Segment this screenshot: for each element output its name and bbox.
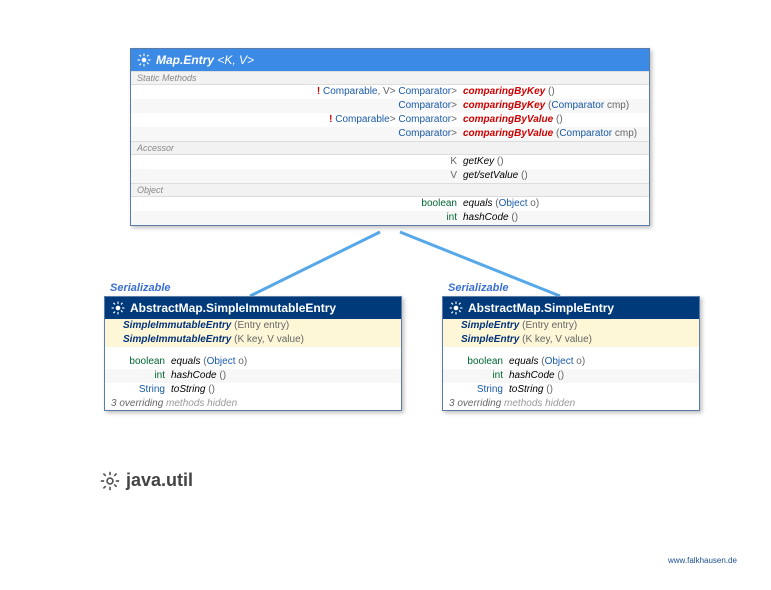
method-row: inthashCode ()	[443, 369, 699, 383]
gear-icon	[111, 301, 125, 315]
static-method-row: Comparator>comparingByKey (Comparator cm…	[131, 99, 649, 113]
constructor-row: SimpleEntry (Entry entry)	[443, 319, 699, 333]
static-methods-label: Static Methods	[131, 71, 649, 85]
subclass-header: AbstractMap.SimpleEntry	[443, 297, 699, 319]
accessor-label: Accessor	[131, 141, 649, 155]
method-row: inthashCode ()	[105, 369, 401, 383]
constructor-row: SimpleEntry (K key, V value)	[443, 333, 699, 347]
object-method-row: booleanequals (Object o)	[131, 197, 649, 211]
subclass-title: AbstractMap.SimpleImmutableEntry	[130, 301, 336, 315]
gear-icon	[449, 301, 463, 315]
map-entry-box: Map.Entry <K, V> Static Methods ! Compar…	[130, 48, 650, 226]
accessor-row: KgetKey ()	[131, 155, 649, 169]
method-row: booleanequals (Object o)	[105, 355, 401, 369]
map-entry-title: Map.Entry <K, V>	[156, 53, 254, 67]
method-row: StringtoString ()	[105, 383, 401, 397]
subclass-box: AbstractMap.SimpleEntry SimpleEntry (Ent…	[442, 296, 700, 411]
object-method-row: inthashCode ()	[131, 211, 649, 225]
footer-link[interactable]: www.falkhausen.de	[668, 556, 737, 565]
serializable-label: Serializable	[448, 282, 509, 294]
constructor-row: SimpleImmutableEntry (K key, V value)	[105, 333, 401, 347]
package-name: java.util	[126, 470, 193, 491]
subclass-box: AbstractMap.SimpleImmutableEntry SimpleI…	[104, 296, 402, 411]
constructor-row: SimpleImmutableEntry (Entry entry)	[105, 319, 401, 333]
static-method-row: ! Comparable> Comparator>comparingByValu…	[131, 113, 649, 127]
static-method-row: ! Comparable, V> Comparator>comparingByK…	[131, 85, 649, 99]
hidden-methods-note: 3 overriding methods hidden	[105, 397, 401, 410]
subclass-header: AbstractMap.SimpleImmutableEntry	[105, 297, 401, 319]
object-label: Object	[131, 183, 649, 197]
gear-icon	[137, 53, 151, 67]
static-method-row: Comparator>comparingByValue (Comparator …	[131, 127, 649, 141]
accessor-row: Vget/setValue ()	[131, 169, 649, 183]
subclass-title: AbstractMap.SimpleEntry	[468, 301, 614, 315]
serializable-label: Serializable	[110, 282, 171, 294]
hidden-methods-note: 3 overriding methods hidden	[443, 397, 699, 410]
package-label: java.util	[100, 470, 193, 491]
method-row: StringtoString ()	[443, 383, 699, 397]
gear-icon	[100, 471, 120, 491]
map-entry-header: Map.Entry <K, V>	[131, 49, 649, 71]
method-row: booleanequals (Object o)	[443, 355, 699, 369]
